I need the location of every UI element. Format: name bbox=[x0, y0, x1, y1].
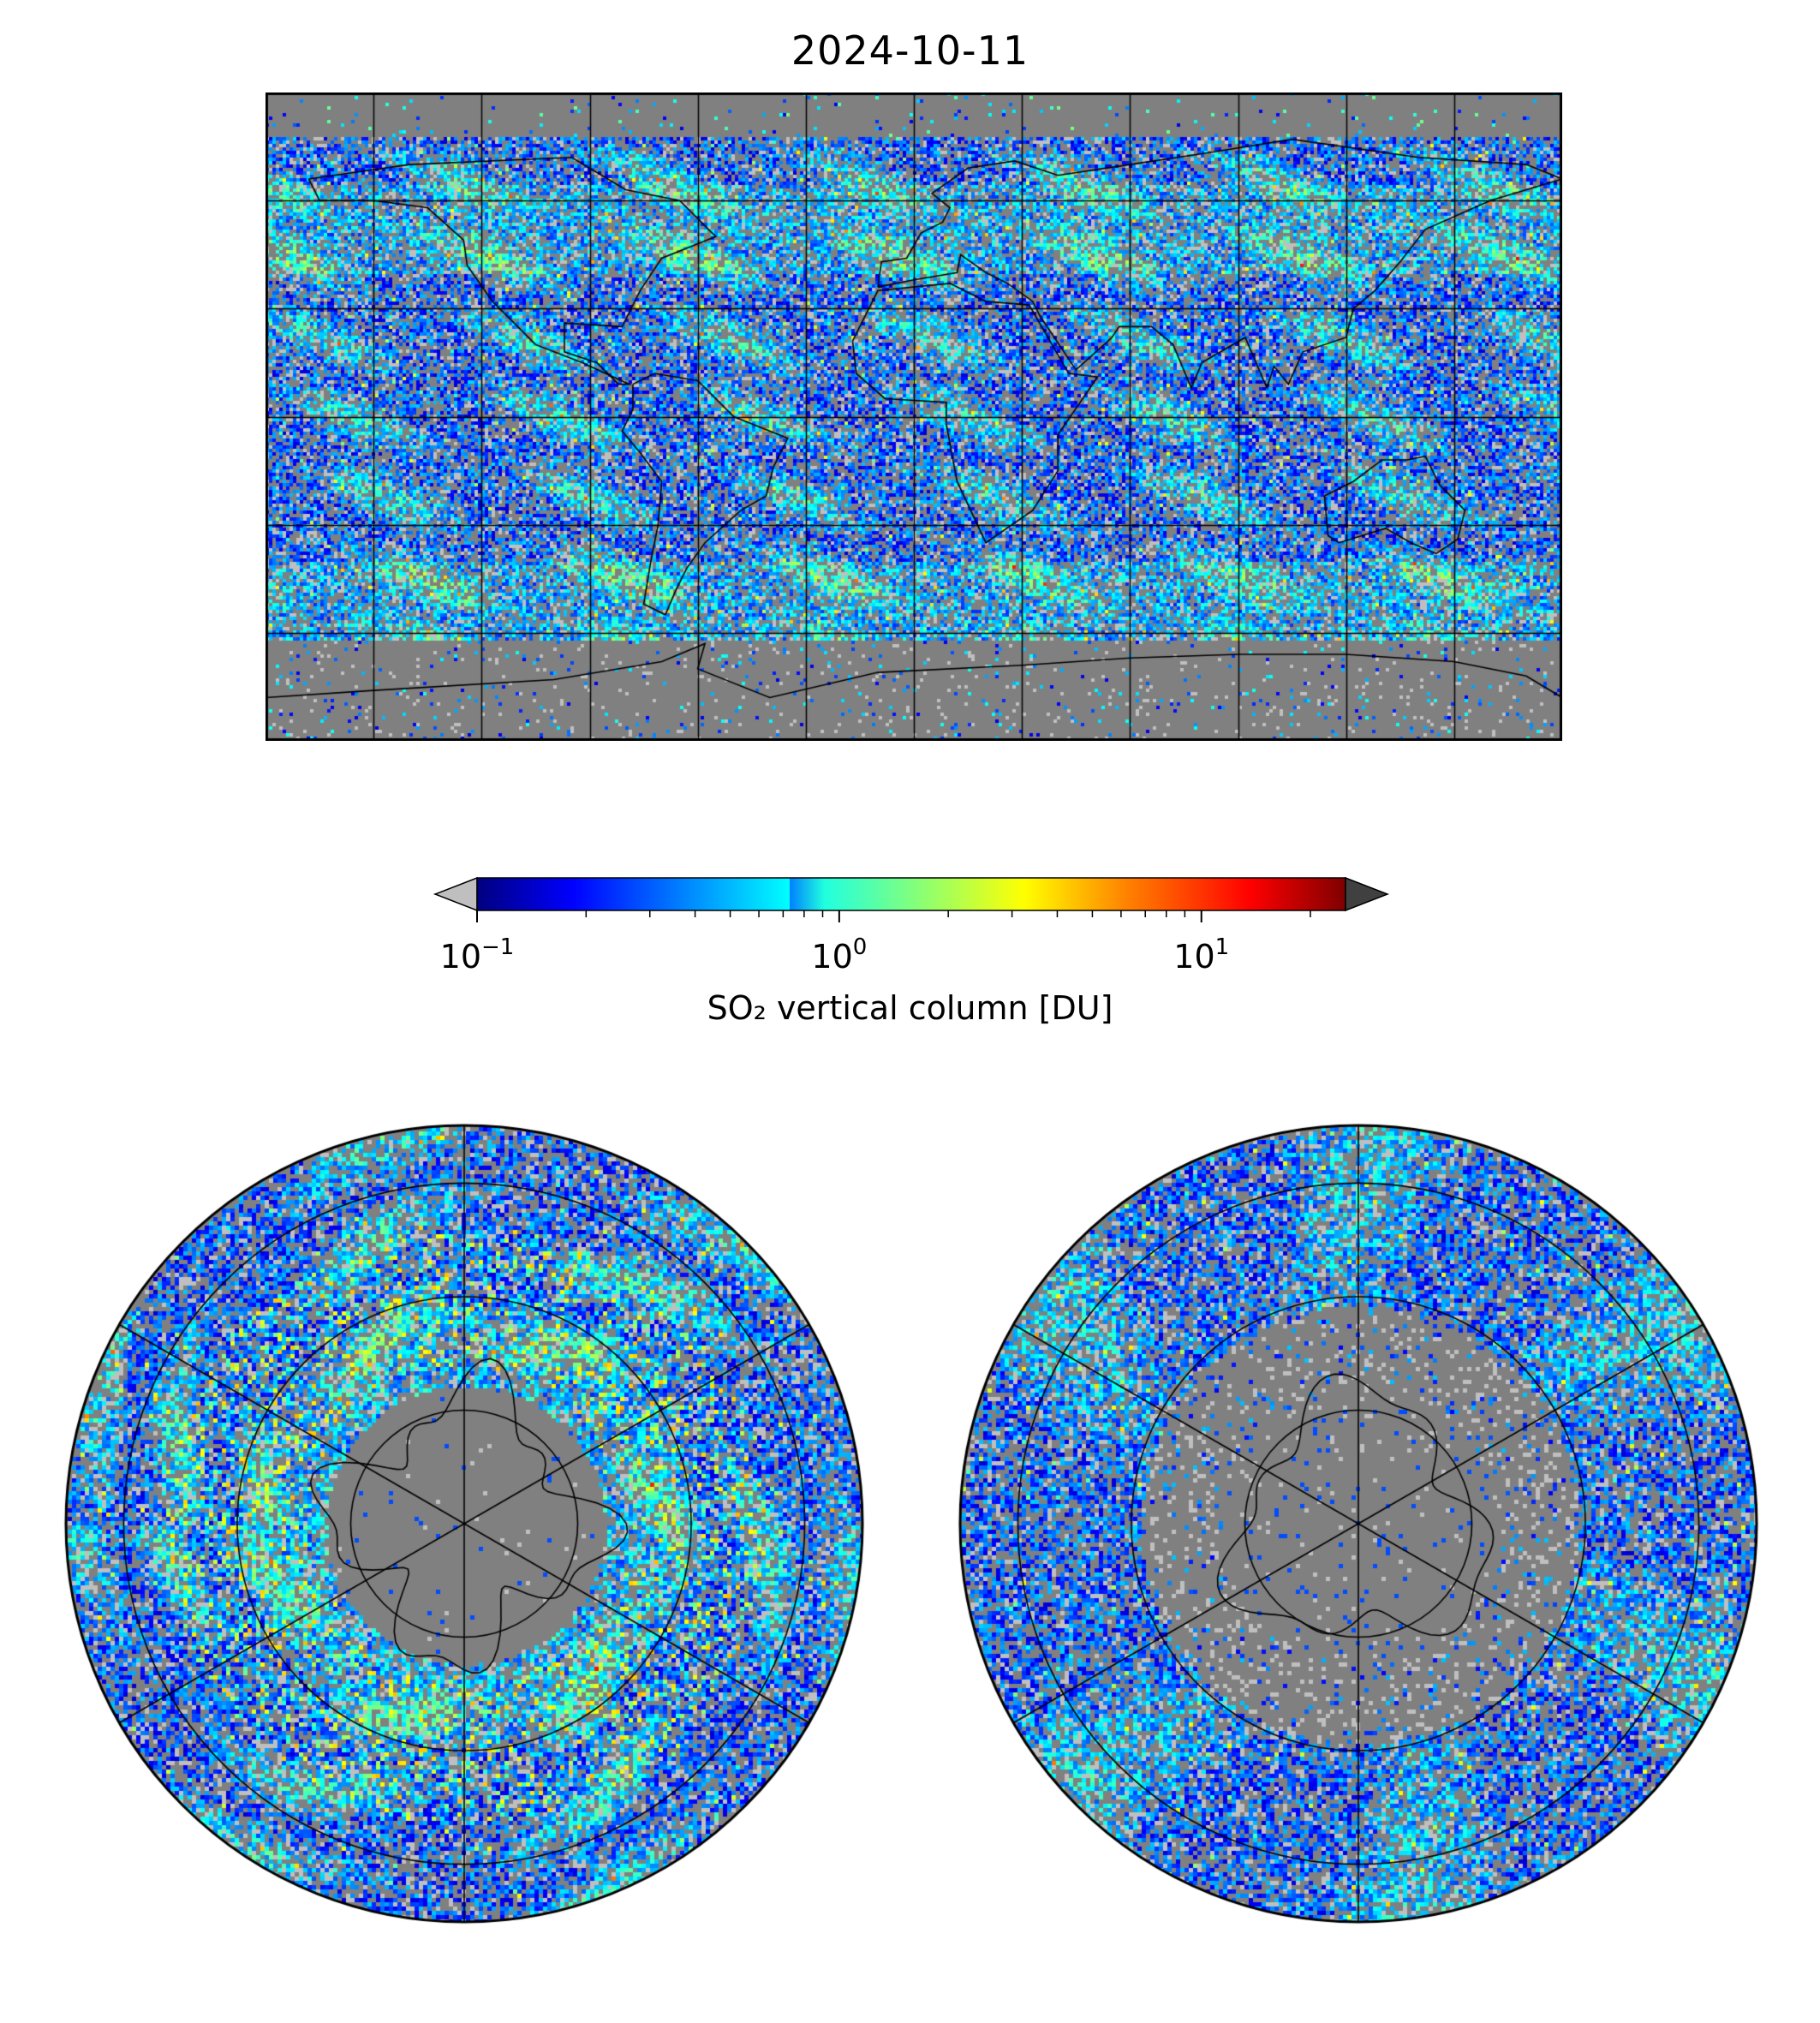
global-so2-map bbox=[266, 92, 1562, 741]
colorbar-under-extension bbox=[433, 876, 478, 912]
colorbar-tick-label: 100 bbox=[811, 934, 868, 976]
colorbar bbox=[433, 876, 1390, 922]
north-polar-so2-map bbox=[63, 1123, 865, 1925]
map-title: 2024-10-11 bbox=[791, 27, 1029, 74]
colorbar-over-extension bbox=[1345, 876, 1390, 912]
colorbar-major-ticks bbox=[476, 910, 1202, 922]
south-polar-so2-map bbox=[958, 1123, 1759, 1925]
colorbar-tick-label: 10−1 bbox=[439, 934, 515, 976]
colorbar-tick-label: 101 bbox=[1173, 934, 1230, 976]
colorbar-label: SO₂ vertical column [DU] bbox=[707, 989, 1113, 1027]
colorbar-gradient bbox=[476, 877, 1346, 911]
colorbar-minor-ticks bbox=[585, 910, 1311, 917]
